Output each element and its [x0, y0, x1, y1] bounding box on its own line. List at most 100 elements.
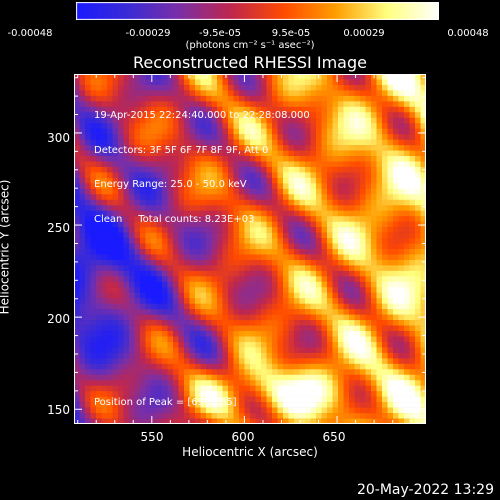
heatmap-cell: [228, 177, 234, 184]
heatmap-cell: [398, 123, 405, 129]
heatmap-cell: [321, 320, 328, 326]
heatmap-cell: [200, 418, 207, 424]
heatmap-cell: [360, 134, 366, 140]
heatmap-cell: [195, 292, 201, 299]
heatmap-cell: [178, 139, 185, 146]
heatmap-cell: [189, 134, 196, 140]
heatmap-cell: [343, 216, 350, 222]
heatmap-cell: [393, 166, 399, 173]
heatmap-cell: [354, 117, 361, 124]
heatmap-cell: [101, 254, 108, 261]
heatmap-cell: [222, 95, 229, 102]
heatmap-cell: [200, 112, 207, 119]
heatmap-cell: [195, 90, 201, 97]
heatmap-cell: [184, 298, 190, 304]
heatmap-cell: [162, 74, 168, 80]
heatmap-cell: [332, 265, 339, 272]
heatmap-cell: [409, 238, 416, 244]
heatmap-cell: [244, 396, 251, 403]
heatmap-cell: [167, 177, 174, 184]
heatmap-cell: [277, 413, 284, 419]
heatmap-cell: [184, 199, 190, 206]
heatmap-cell: [316, 352, 322, 359]
heatmap-cell: [228, 259, 234, 266]
heatmap-cell: [107, 407, 113, 414]
heatmap-cell: [261, 90, 267, 97]
heatmap-cell: [96, 352, 102, 359]
heatmap-cell: [409, 413, 416, 419]
heatmap-cell: [294, 150, 300, 157]
heatmap-cell: [288, 369, 295, 376]
heatmap-cell: [261, 287, 267, 294]
heatmap-cell: [327, 402, 333, 408]
heatmap-cell: [338, 374, 344, 381]
heatmap-cell: [189, 221, 196, 228]
heatmap-cell: [129, 139, 135, 146]
heatmap-cell: [409, 199, 416, 206]
heatmap-cell: [398, 101, 405, 108]
heatmap-cell: [316, 161, 322, 168]
heatmap-cell: [85, 128, 91, 135]
heatmap-cell: [310, 232, 317, 239]
heatmap-cell: [74, 106, 80, 113]
heatmap-cell: [244, 150, 251, 157]
heatmap-cell: [420, 309, 426, 315]
heatmap-cell: [145, 188, 152, 195]
heatmap-cell: [261, 101, 267, 108]
heatmap-cell: [338, 172, 344, 179]
heatmap-cell: [79, 352, 86, 359]
heatmap-cell: [250, 216, 256, 222]
heatmap-cell: [233, 374, 240, 381]
heatmap-cell: [277, 199, 284, 206]
heatmap-cell: [101, 84, 108, 91]
heatmap-cell: [387, 259, 394, 266]
heatmap-cell: [244, 210, 251, 217]
heatmap-cell: [151, 205, 157, 212]
heatmap-cell: [376, 128, 383, 135]
heatmap-cell: [195, 95, 201, 102]
heatmap-cell: [184, 265, 190, 272]
heatmap-cell: [112, 243, 119, 250]
heatmap-cell: [310, 95, 317, 102]
heatmap-cell: [283, 188, 289, 195]
heatmap-cell: [244, 205, 251, 212]
heatmap-cell: [107, 172, 113, 179]
heatmap-cell: [404, 325, 410, 332]
heatmap-cell: [162, 281, 168, 288]
heatmap-cell: [250, 112, 256, 119]
heatmap-cell: [365, 227, 372, 233]
heatmap-cell: [415, 341, 421, 348]
heatmap-cell: [101, 101, 108, 108]
heatmap-cell: [277, 407, 284, 414]
heatmap-cell: [294, 309, 300, 315]
heatmap-cell: [222, 363, 229, 370]
heatmap-cell: [255, 396, 262, 403]
heatmap-cell: [233, 243, 240, 250]
heatmap-cell: [371, 134, 377, 140]
heatmap-cell: [371, 347, 377, 354]
heatmap-cell: [272, 265, 278, 272]
heatmap-cell: [211, 79, 218, 86]
heatmap-cell: [239, 259, 245, 266]
heatmap-cell: [206, 221, 212, 228]
heatmap-cell: [349, 407, 355, 414]
heatmap-cell: [255, 106, 262, 113]
heatmap-cell: [393, 298, 399, 304]
heatmap-cell: [343, 117, 350, 124]
heatmap-cell: [343, 314, 350, 321]
heatmap-cell: [365, 74, 372, 80]
heatmap-cell: [409, 298, 416, 304]
heatmap-cell: [255, 95, 262, 102]
heatmap-cell: [217, 161, 223, 168]
heatmap-cell: [250, 243, 256, 250]
heatmap-cell: [156, 128, 163, 135]
heatmap-cell: [195, 106, 201, 113]
heatmap-cell: [74, 183, 80, 190]
heatmap-cell: [222, 227, 229, 233]
heatmap-cell: [233, 199, 240, 206]
heatmap-cell: [107, 205, 113, 212]
heatmap-cell: [200, 320, 207, 326]
heatmap-cell: [283, 90, 289, 97]
heatmap-cell: [74, 79, 80, 86]
heatmap-cell: [206, 243, 212, 250]
